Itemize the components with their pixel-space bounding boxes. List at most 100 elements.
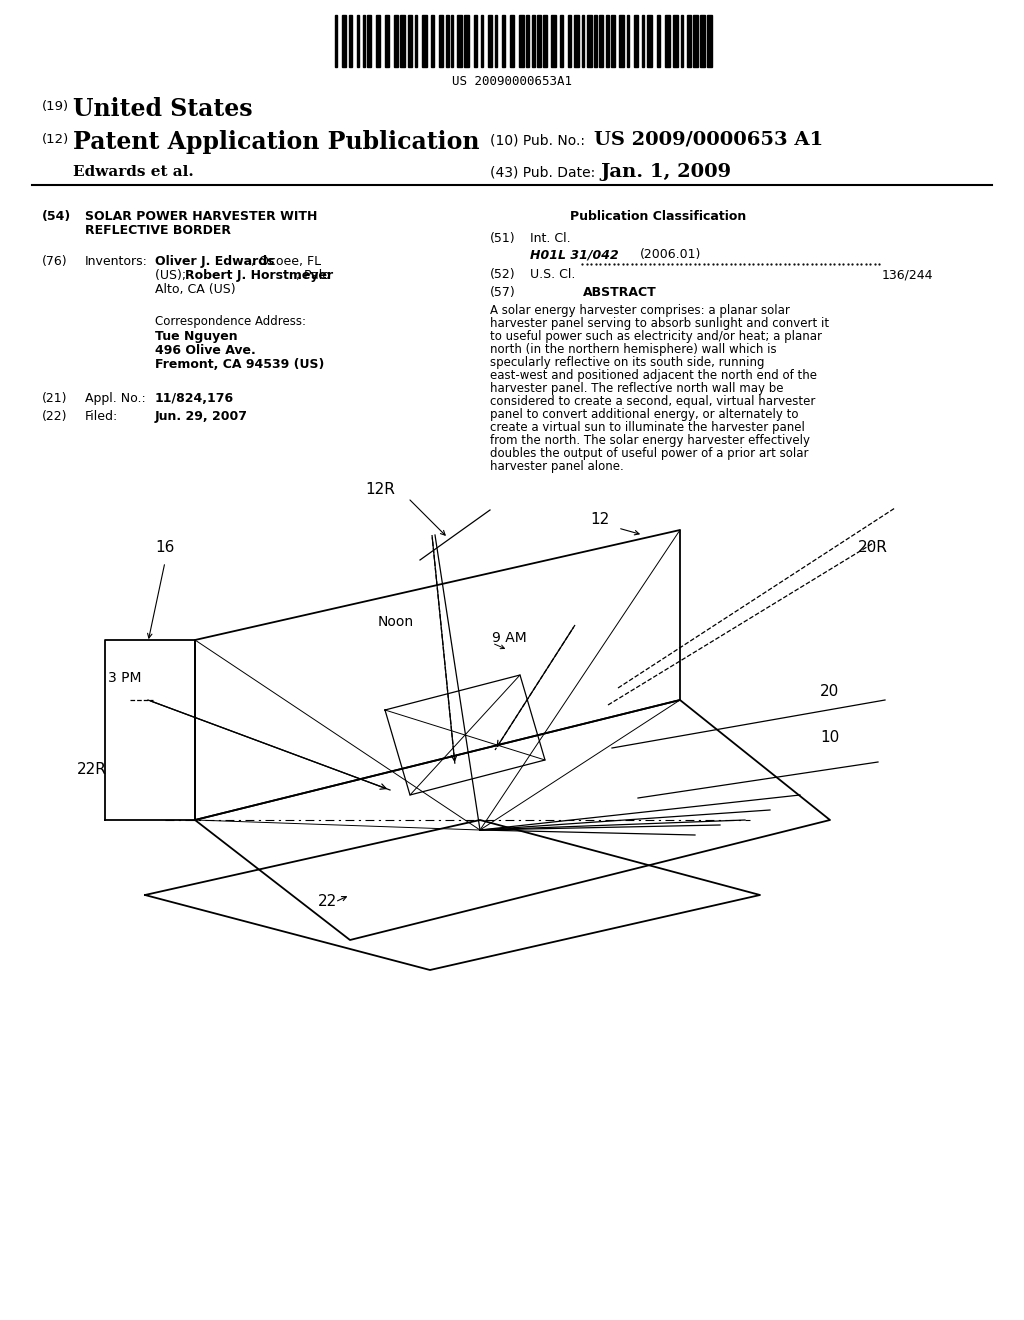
Text: 20: 20 xyxy=(820,685,840,700)
Text: panel to convert additional energy, or alternately to: panel to convert additional energy, or a… xyxy=(490,408,799,421)
Text: Oliver J. Edwards: Oliver J. Edwards xyxy=(155,255,274,268)
Bar xyxy=(415,15,417,67)
Text: US 20090000653A1: US 20090000653A1 xyxy=(452,75,572,88)
Text: Jan. 1, 2009: Jan. 1, 2009 xyxy=(600,162,731,181)
Text: Patent Application Publication: Patent Application Publication xyxy=(73,129,479,154)
Text: specularly reflective on its south side, running: specularly reflective on its south side,… xyxy=(490,356,765,370)
Text: 11/824,176: 11/824,176 xyxy=(155,392,234,405)
Text: (57): (57) xyxy=(490,286,516,300)
Bar xyxy=(642,15,644,67)
Bar xyxy=(532,15,535,67)
Text: Fremont, CA 94539 (US): Fremont, CA 94539 (US) xyxy=(155,358,325,371)
Bar xyxy=(488,15,492,67)
Bar xyxy=(647,15,652,67)
Text: Inventors:: Inventors: xyxy=(85,255,147,268)
Text: 20R: 20R xyxy=(858,540,888,556)
Text: A solar energy harvester comprises: a planar solar: A solar energy harvester comprises: a pl… xyxy=(490,304,790,317)
Text: (12): (12) xyxy=(42,133,70,147)
Text: SOLAR POWER HARVESTER WITH: SOLAR POWER HARVESTER WITH xyxy=(85,210,317,223)
Bar xyxy=(657,15,660,67)
Text: east-west and positioned adjacent the north end of the: east-west and positioned adjacent the no… xyxy=(490,370,817,381)
Bar xyxy=(568,15,571,67)
Text: harvester panel serving to absorb sunlight and convert it: harvester panel serving to absorb sunlig… xyxy=(490,317,829,330)
Text: Noon: Noon xyxy=(378,615,414,630)
Text: (10) Pub. No.:: (10) Pub. No.: xyxy=(490,133,585,147)
Bar xyxy=(335,15,337,67)
Text: US 2009/0000653 A1: US 2009/0000653 A1 xyxy=(594,129,823,148)
Text: 496 Olive Ave.: 496 Olive Ave. xyxy=(155,345,256,356)
Text: U.S. Cl.: U.S. Cl. xyxy=(530,268,575,281)
Bar xyxy=(543,15,547,67)
Text: (54): (54) xyxy=(42,210,72,223)
Text: ABSTRACT: ABSTRACT xyxy=(583,286,656,300)
Text: 3 PM: 3 PM xyxy=(108,671,141,685)
Text: Filed:: Filed: xyxy=(85,411,118,422)
Text: 9 AM: 9 AM xyxy=(492,631,526,645)
Bar xyxy=(519,15,524,67)
Text: Appl. No.:: Appl. No.: xyxy=(85,392,145,405)
Text: 22: 22 xyxy=(318,895,337,909)
Text: (US);: (US); xyxy=(155,269,190,282)
Text: , Palo: , Palo xyxy=(296,269,330,282)
Bar xyxy=(594,15,597,67)
Text: north (in the northern hemisphere) wall which is: north (in the northern hemisphere) wall … xyxy=(490,343,776,356)
Text: to useful power such as electricity and/or heat; a planar: to useful power such as electricity and/… xyxy=(490,330,822,343)
Bar xyxy=(560,15,563,67)
Bar xyxy=(385,15,389,67)
Bar xyxy=(342,15,346,67)
Bar xyxy=(673,15,678,67)
Bar xyxy=(582,15,584,67)
Text: doubles the output of useful power of a prior art solar: doubles the output of useful power of a … xyxy=(490,447,809,459)
Bar xyxy=(693,15,698,67)
Text: (19): (19) xyxy=(42,100,70,114)
Text: Publication Classification: Publication Classification xyxy=(570,210,746,223)
Bar xyxy=(606,15,609,67)
Text: 12R: 12R xyxy=(365,483,395,498)
Text: (2006.01): (2006.01) xyxy=(640,248,701,261)
Bar xyxy=(349,15,352,67)
Bar xyxy=(687,15,691,67)
Text: 10: 10 xyxy=(820,730,840,746)
Text: Alto, CA (US): Alto, CA (US) xyxy=(155,282,236,296)
Bar xyxy=(446,15,449,67)
Bar xyxy=(707,15,712,67)
Bar xyxy=(510,15,514,67)
Bar xyxy=(574,15,579,67)
Text: Correspondence Address:: Correspondence Address: xyxy=(155,315,306,327)
Text: harvester panel alone.: harvester panel alone. xyxy=(490,459,624,473)
Text: Robert J. Horstmeyer: Robert J. Horstmeyer xyxy=(185,269,333,282)
Bar xyxy=(362,15,365,67)
Text: REFLECTIVE BORDER: REFLECTIVE BORDER xyxy=(85,224,231,238)
Text: United States: United States xyxy=(73,96,253,121)
Text: Tue Nguyen: Tue Nguyen xyxy=(155,330,238,343)
Text: Int. Cl.: Int. Cl. xyxy=(530,232,570,246)
Text: Edwards et al.: Edwards et al. xyxy=(73,165,194,180)
Text: 136/244: 136/244 xyxy=(882,268,934,281)
Text: 12: 12 xyxy=(590,512,609,528)
Bar xyxy=(665,15,670,67)
Text: (43) Pub. Date:: (43) Pub. Date: xyxy=(490,165,595,180)
Text: H01L 31/042: H01L 31/042 xyxy=(530,248,618,261)
Text: considered to create a second, equal, virtual harvester: considered to create a second, equal, vi… xyxy=(490,395,815,408)
Bar xyxy=(422,15,427,67)
Bar xyxy=(357,15,359,67)
Bar xyxy=(408,15,412,67)
Bar xyxy=(502,15,505,67)
Bar xyxy=(634,15,638,67)
Bar xyxy=(537,15,541,67)
Bar xyxy=(526,15,529,67)
Bar xyxy=(700,15,705,67)
Text: Jun. 29, 2007: Jun. 29, 2007 xyxy=(155,411,248,422)
Text: from the north. The solar energy harvester effectively: from the north. The solar energy harvest… xyxy=(490,434,810,447)
Bar xyxy=(400,15,406,67)
Bar xyxy=(367,15,371,67)
Text: (51): (51) xyxy=(490,232,516,246)
Text: , Ocoee, FL: , Ocoee, FL xyxy=(251,255,322,268)
Text: create a virtual sun to illuminate the harvester panel: create a virtual sun to illuminate the h… xyxy=(490,421,805,434)
Text: 22R: 22R xyxy=(77,763,106,777)
Bar xyxy=(611,15,615,67)
Bar xyxy=(618,15,624,67)
Bar xyxy=(495,15,497,67)
Bar xyxy=(394,15,398,67)
Text: (22): (22) xyxy=(42,411,68,422)
